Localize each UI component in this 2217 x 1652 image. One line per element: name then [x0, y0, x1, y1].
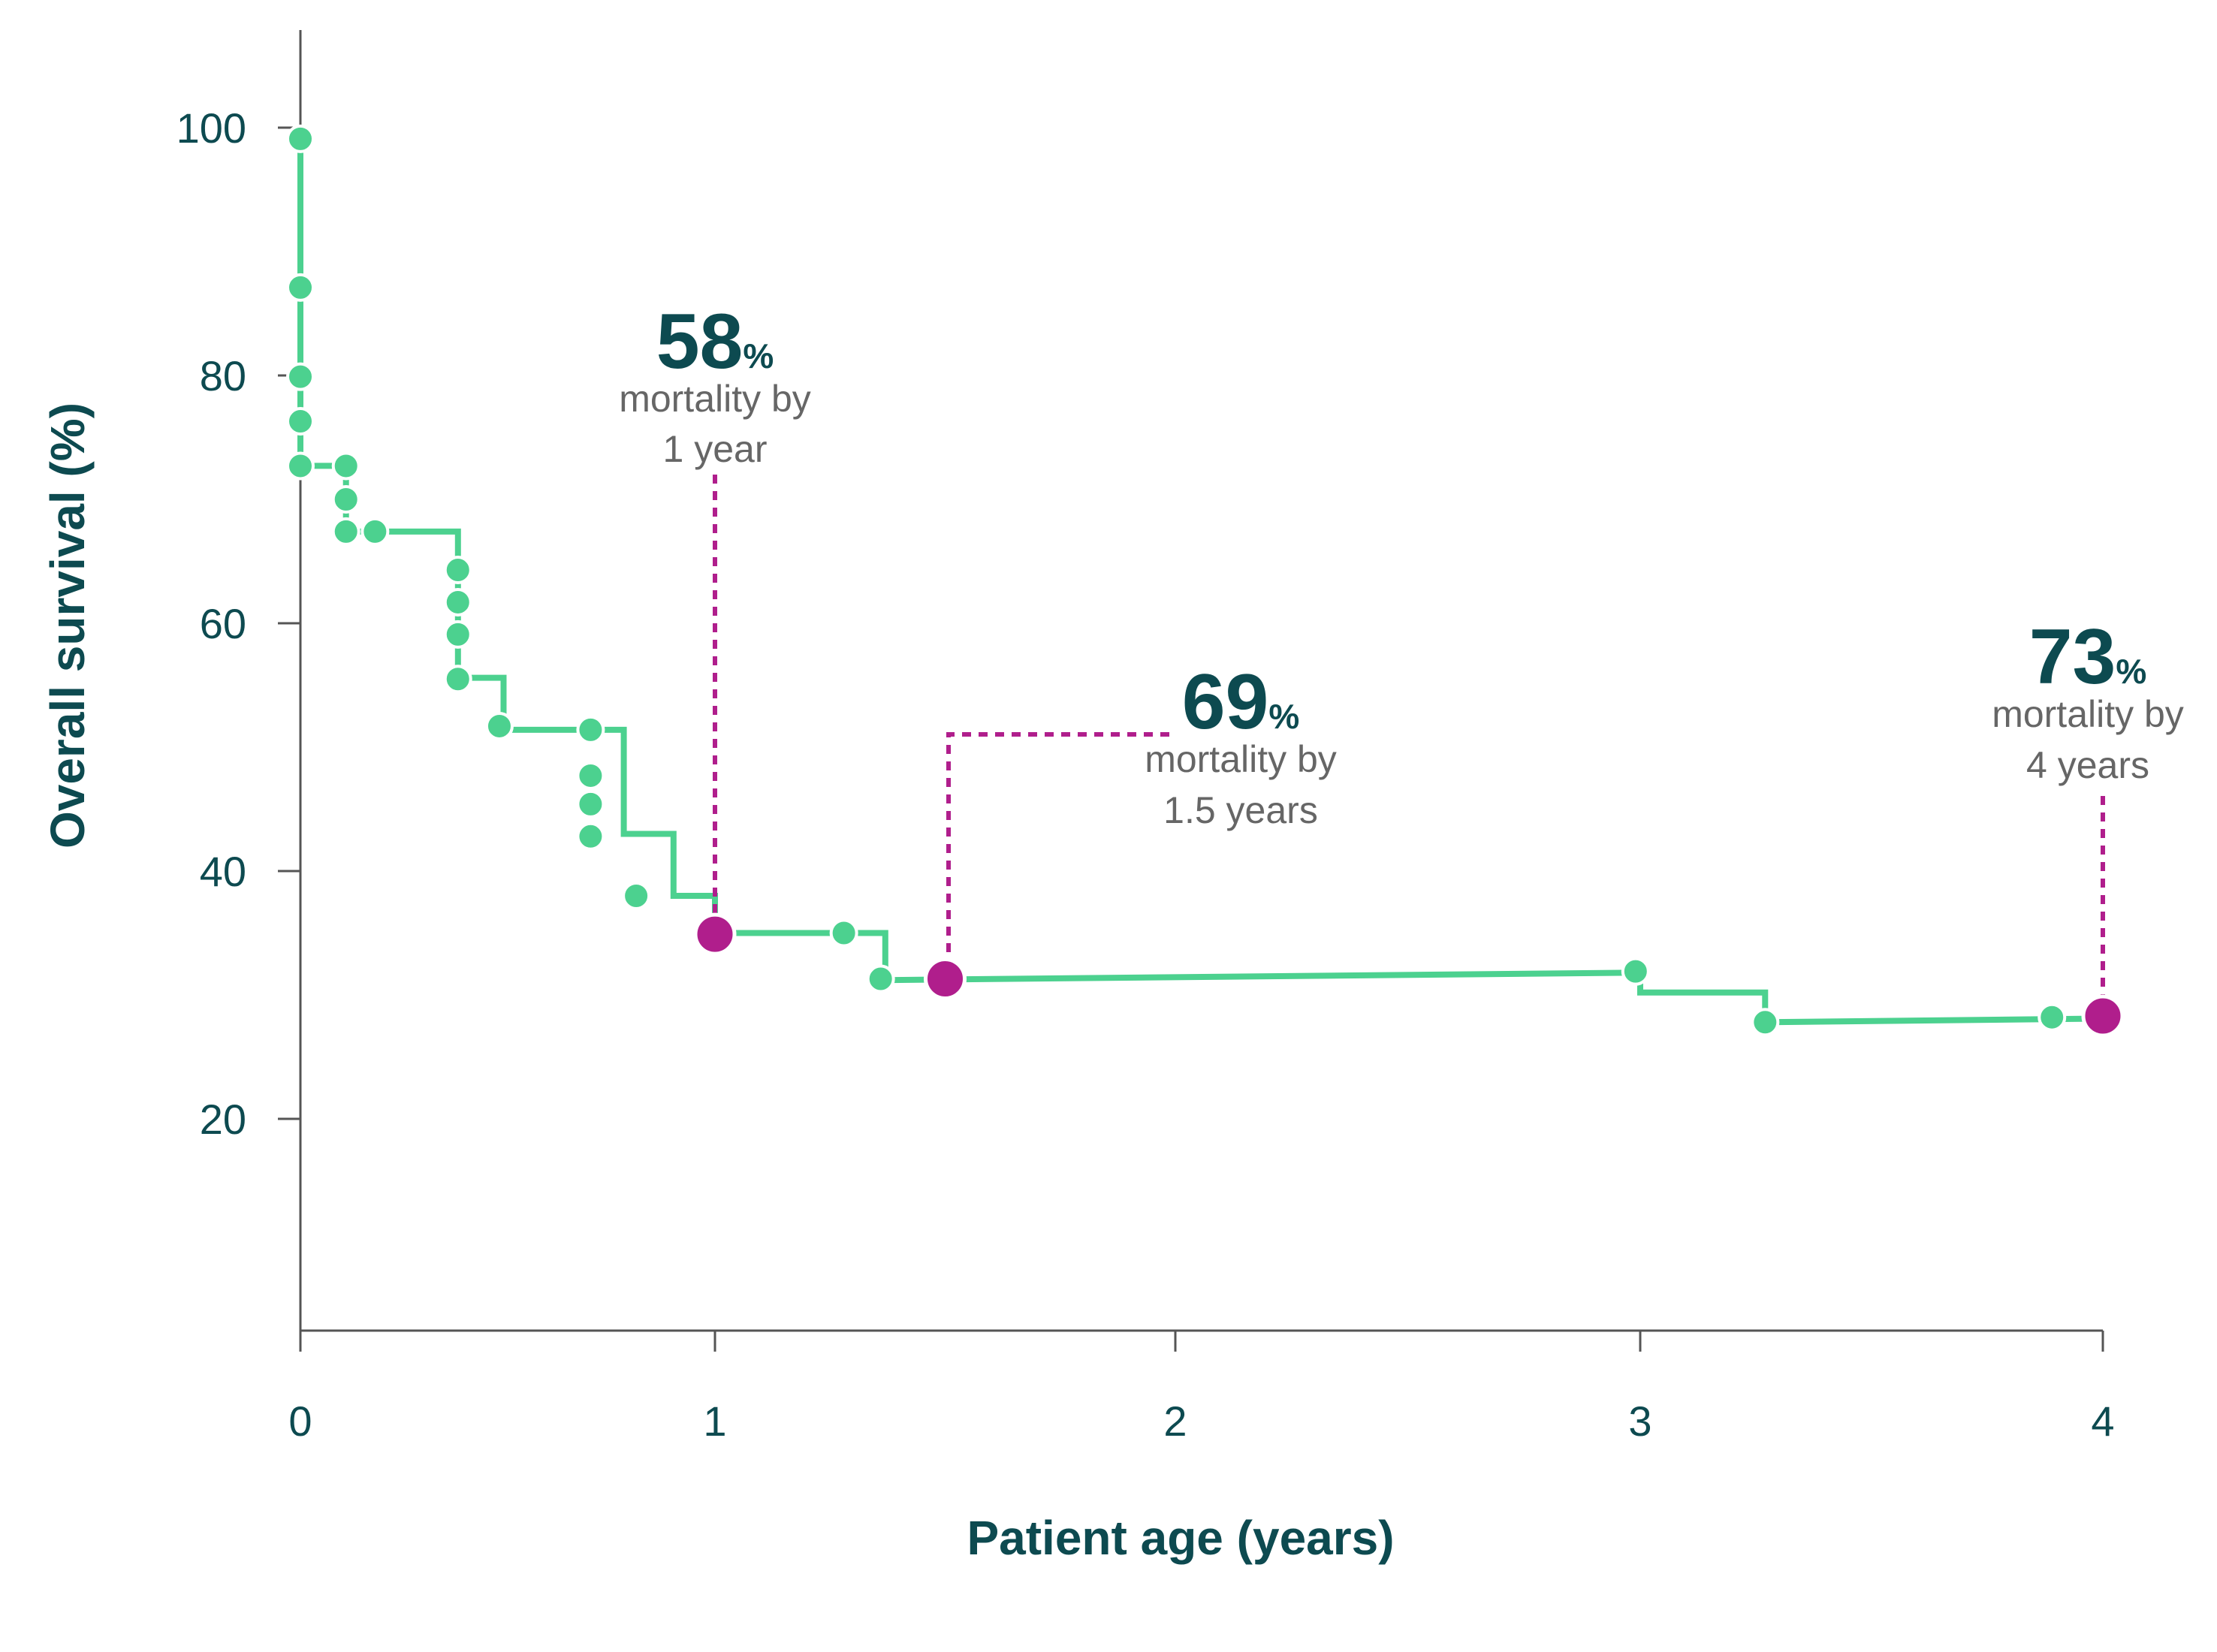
censored-point [576, 789, 605, 818]
censored-point [286, 124, 315, 153]
censored-point [576, 821, 605, 851]
highlight-point [924, 957, 967, 1001]
censored-point [286, 451, 315, 481]
censored-point [576, 761, 605, 790]
x-tick-label: 4 [2091, 1397, 2114, 1445]
censored-point [443, 587, 472, 616]
x-tick-label: 3 [1628, 1397, 1651, 1445]
censored-point [866, 964, 895, 993]
censored-point [829, 918, 858, 948]
x-tick-label: 0 [288, 1397, 312, 1445]
censored-point [1621, 957, 1650, 986]
highlight-point [2081, 994, 2125, 1038]
censored-point [443, 620, 472, 649]
censored-point [2038, 1002, 2067, 1032]
annotation-label-line1: mortality by [1992, 693, 2184, 735]
y-tick-label: 40 [200, 848, 246, 895]
censored-point [576, 715, 605, 744]
x-tick-label: 2 [1163, 1397, 1187, 1445]
annotation-label-line2: 4 years [2026, 744, 2149, 786]
y-tick-label: 100 [176, 104, 246, 152]
censored-point [1751, 1008, 1780, 1037]
censored-point [331, 517, 360, 546]
annotation-label-line1: mortality by [1145, 738, 1337, 780]
censored-point [484, 711, 514, 740]
censored-point [286, 362, 315, 391]
x-tick-label: 1 [703, 1397, 726, 1445]
annotation-label-line2: 1.5 years [1163, 789, 1318, 831]
censored-point [286, 273, 315, 302]
x-axis-title: Patient age (years) [967, 1511, 1394, 1565]
annotation-leader-line [946, 732, 1175, 969]
censored-point [331, 485, 360, 514]
annotation-label-line1: mortality by [619, 378, 811, 420]
annotation-value: 69% [1182, 659, 1300, 746]
censored-point [286, 407, 315, 436]
y-axis-title: Overall survival (%) [41, 402, 95, 849]
axes: 0 1 2 3 4 20 40 60 80 100 [176, 30, 2115, 1445]
annotation-value: 73% [2029, 613, 2147, 701]
censored-point [622, 882, 651, 910]
y-tick-label: 60 [200, 600, 246, 647]
survival-line [297, 138, 2104, 1026]
censored-point [443, 665, 472, 694]
annotation-value: 58% [656, 298, 774, 385]
y-tick-label: 80 [200, 352, 246, 399]
censored-point [331, 451, 360, 481]
survival-series [286, 124, 2104, 1037]
y-tick-label: 20 [200, 1096, 246, 1143]
censored-point [360, 517, 390, 546]
highlight-point [693, 912, 737, 956]
censored-point [443, 556, 472, 585]
annotation-label-line2: 1 year [663, 428, 768, 470]
